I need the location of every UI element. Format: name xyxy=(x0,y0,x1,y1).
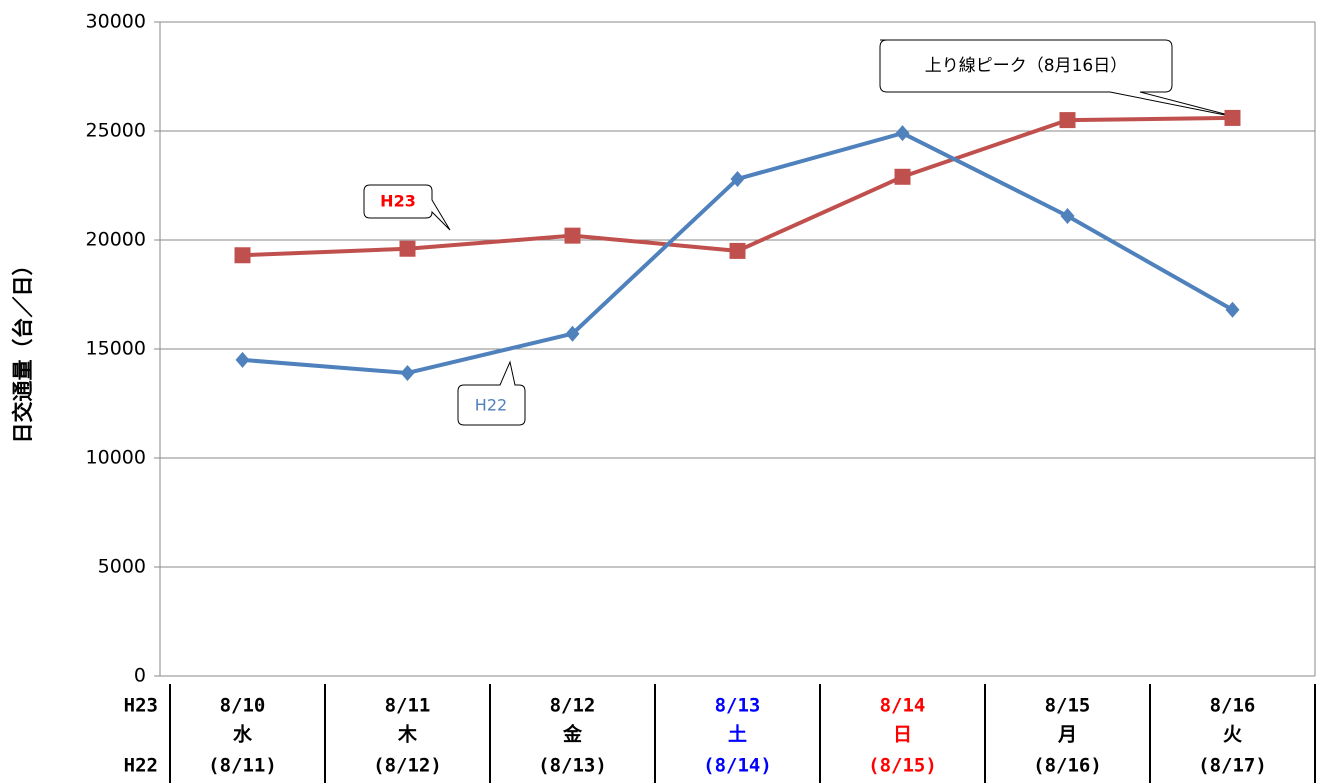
marker xyxy=(564,227,581,244)
x-tick-label: 8/11 xyxy=(385,695,431,717)
y-tick-label: 20000 xyxy=(86,229,146,251)
h22-callout-label: H22 xyxy=(475,396,507,415)
marker xyxy=(234,247,251,264)
marker xyxy=(400,364,415,381)
h23-callout-label: H23 xyxy=(380,192,416,211)
x-tick-label: 8/10 xyxy=(220,695,266,717)
weekday-label: 金 xyxy=(562,723,583,746)
row-label: H22 xyxy=(124,755,158,777)
y-tick-label: 0 xyxy=(134,665,146,687)
marker xyxy=(565,325,580,342)
h22-date-label: (8/12) xyxy=(373,755,442,777)
x-tick-label: 8/13 xyxy=(715,695,761,717)
h22-date-label: (8/11) xyxy=(208,755,277,777)
y-tick-label: 30000 xyxy=(86,11,146,33)
peak-callout xyxy=(879,39,1241,119)
weekday-label: 水 xyxy=(233,724,253,746)
x-tick-label: 8/12 xyxy=(550,695,596,717)
marker xyxy=(894,168,911,185)
y-tick-label: 25000 xyxy=(86,120,146,142)
weekday-label: 土 xyxy=(728,724,747,746)
weekday-label: 月 xyxy=(1057,724,1077,746)
h22-date-label: (8/17) xyxy=(1198,755,1267,777)
marker xyxy=(235,351,250,368)
weekday-label: 日 xyxy=(893,724,912,746)
weekday-label: 木 xyxy=(397,723,418,746)
peak-annotation: 上り線ピーク（8月16日） xyxy=(925,56,1127,76)
row-label: H23 xyxy=(124,695,158,717)
marker xyxy=(730,170,745,187)
marker xyxy=(399,240,416,257)
x-tick-label: 8/15 xyxy=(1045,695,1091,717)
weekday-label: 火 xyxy=(1223,724,1243,746)
marker xyxy=(1060,208,1075,225)
y-tick-label: 5000 xyxy=(98,556,146,578)
h22-date-label: (8/15) xyxy=(868,755,937,777)
h22-date-label: (8/13) xyxy=(538,755,607,777)
marker xyxy=(1225,301,1240,318)
y-tick-label: 10000 xyxy=(86,447,146,469)
h23-callout xyxy=(363,184,451,231)
marker xyxy=(729,242,746,259)
y-tick-label: 15000 xyxy=(86,338,146,360)
marker xyxy=(895,125,910,142)
h22-date-label: (8/16) xyxy=(1033,755,1102,777)
h22-callout xyxy=(457,360,526,426)
h22-date-label: (8/14) xyxy=(703,755,772,777)
x-tick-label: 8/14 xyxy=(880,695,926,717)
marker xyxy=(1059,112,1076,129)
marker xyxy=(1224,109,1241,126)
x-tick-label: 8/16 xyxy=(1210,695,1256,717)
y-axis-label: 日交通量（台／日） xyxy=(11,255,35,444)
